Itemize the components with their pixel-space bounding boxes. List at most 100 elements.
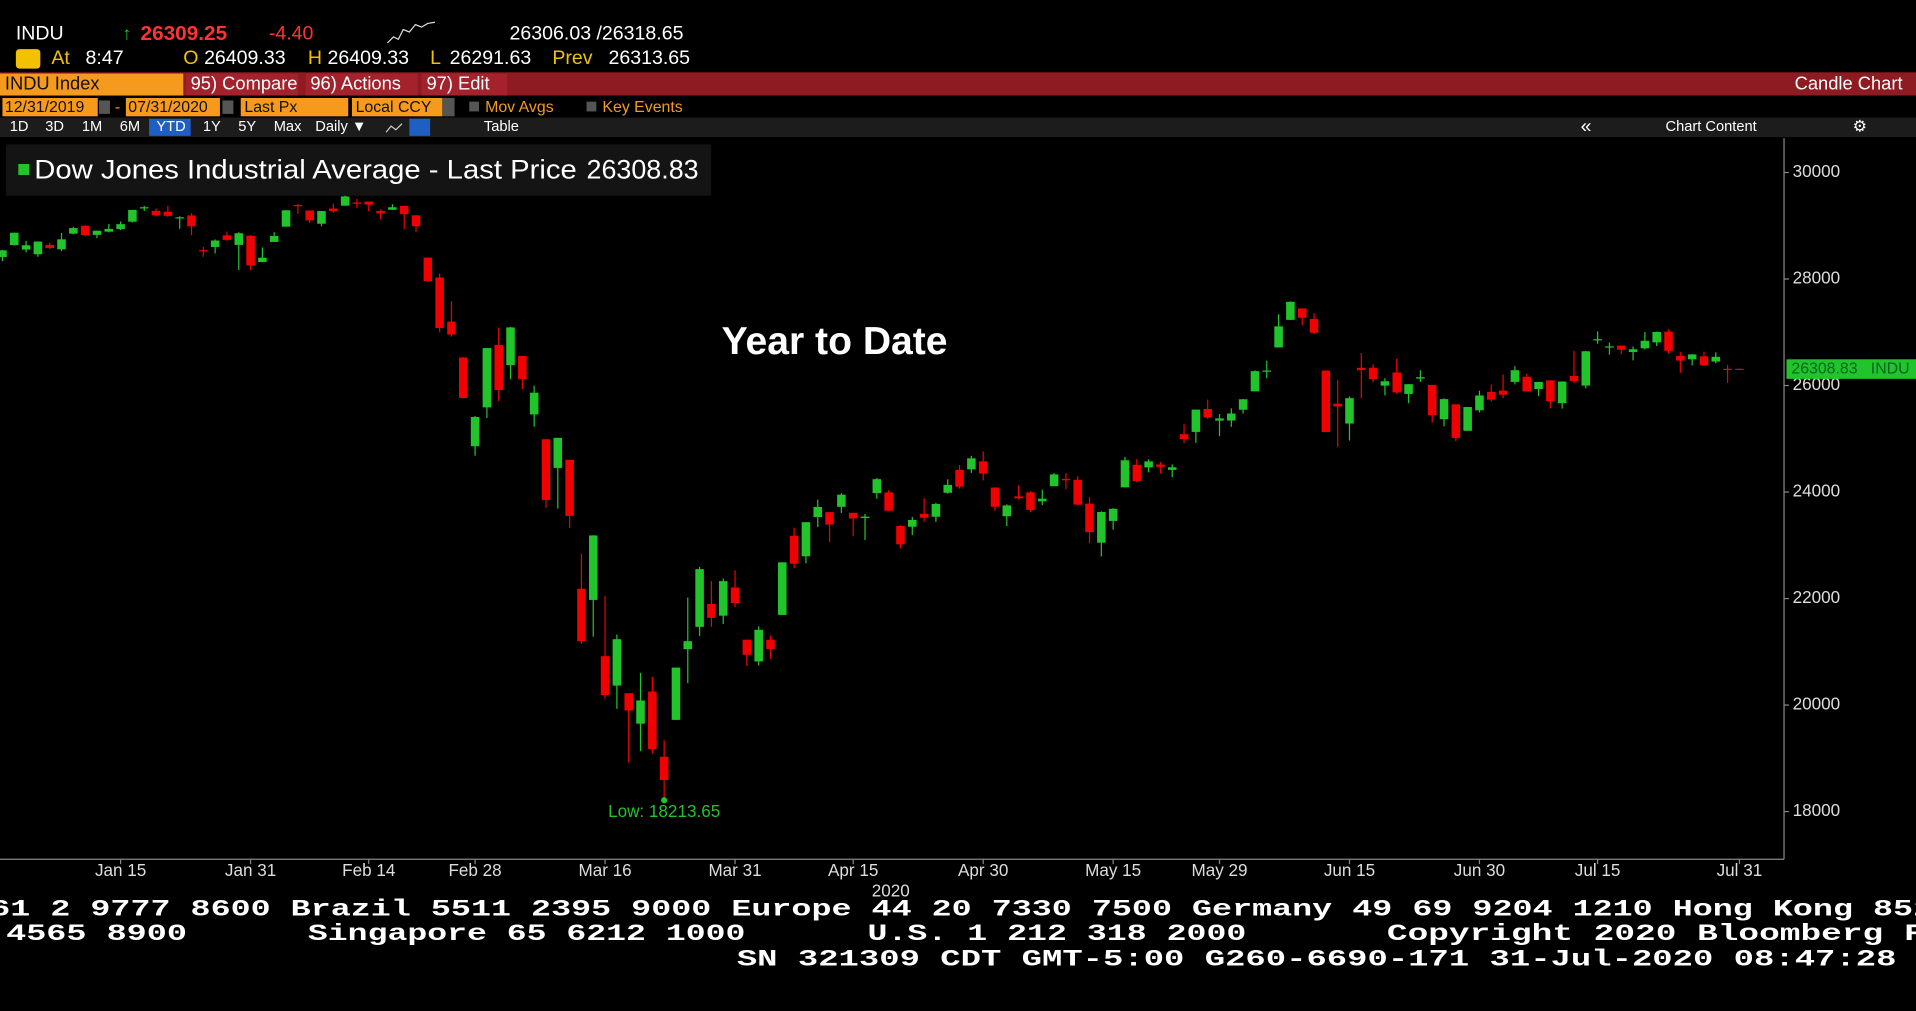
checkbox[interactable] [469,101,479,112]
x-tick-label: May 29 [1191,861,1247,880]
candle-body [1699,356,1709,366]
collapse-icon[interactable]: « [1581,115,1592,137]
toolbar-button[interactable] [421,73,508,96]
clock-icon [15,49,41,69]
candle-body [281,210,291,227]
candle-body [1227,413,1236,421]
toolbar-button-label[interactable]: 97) Edit [426,72,489,93]
frequency[interactable]: Daily ▼ [315,119,366,135]
candle-body [482,348,492,408]
table-button[interactable]: Table [484,119,519,135]
candle-body [506,327,515,366]
dropdown-arrow[interactable] [442,97,455,117]
candle-body [222,235,232,240]
line-icon[interactable] [385,123,403,133]
period-button[interactable]: 1M [82,119,102,135]
candle-body [1723,368,1732,370]
candle-body [210,240,220,247]
candle-body [116,224,125,229]
x-tick-label: Mar 31 [708,861,761,880]
candle-body [1049,474,1059,487]
period-button[interactable]: Max [274,119,302,135]
candle-body [612,639,622,686]
candle-body [718,581,728,616]
candle-body [707,603,716,618]
candle-body [955,469,964,487]
candle-body [1616,345,1626,350]
checkbox[interactable] [586,101,597,112]
candle-body [742,639,752,655]
candle-body [1215,418,1224,421]
period-button[interactable]: 3D [45,119,64,135]
end-date[interactable]: 07/31/2020 [128,99,208,116]
candle-body [978,461,988,474]
period-button[interactable]: YTD [156,119,185,135]
toolbar-button-label[interactable]: 96) Actions [310,72,401,93]
candle-body [364,201,374,205]
candle-body [518,356,527,380]
chart-type: Candle Chart [1795,72,1903,93]
candle-body [269,236,279,242]
period-button[interactable]: 6M [120,119,140,135]
y-tick-label: 20000 [1793,695,1841,714]
settings-icon[interactable]: ⚙ [1853,118,1867,135]
footer-line: 61 2 9777 8600 Brazil 5511 2395 9000 Eur… [0,896,1916,922]
candle-body [329,208,338,212]
period-button[interactable]: 1D [10,119,29,135]
candle-body [1120,460,1130,488]
candle-body [234,233,244,245]
toolbar-button[interactable] [305,73,418,96]
candle-body [648,691,657,750]
x-tick-label: Feb 14 [342,861,395,880]
sparkline [386,21,436,44]
toolbar-button[interactable] [185,73,299,96]
candle-body [470,417,480,447]
calendar-icon[interactable] [98,100,110,114]
x-tick-label: Jul 15 [1575,861,1621,880]
candle-body [1368,367,1378,380]
candle-body [1380,381,1390,386]
x-tick-label: Jun 30 [1454,861,1505,880]
end-field[interactable] [125,97,220,117]
currency[interactable]: Local CCY [356,99,432,116]
chart-content[interactable]: Chart Content [1666,119,1757,135]
period-button[interactable]: 5Y [238,119,256,135]
candle-body [778,562,787,615]
x-tick-label: Jan 31 [225,861,276,880]
currency-select[interactable] [351,97,443,117]
candle-body [1167,467,1177,470]
candle-body [1475,395,1484,411]
candle-body [9,232,19,246]
period-button[interactable]: 1Y [203,119,221,135]
security[interactable]: INDU Index [5,72,100,93]
calendar-icon[interactable] [222,100,234,114]
candle-body [447,321,456,335]
candle-body [671,667,681,720]
open-label: O [183,47,198,69]
candle-body [435,277,444,328]
candle-body [1179,434,1189,440]
start-field[interactable] [2,97,98,117]
high-label: H [308,47,322,69]
key-events[interactable]: Key Events [602,99,682,116]
period-selected [149,118,191,136]
chart-style-icon[interactable] [409,118,431,136]
footer-line: Copyright 2020 Bloomberg F [1387,921,1916,947]
candle-body [376,210,385,214]
candle-body [175,217,184,219]
candle-body [69,228,78,234]
candle-body [352,202,362,204]
toolbar-button-label[interactable]: 95) Compare [191,72,298,93]
candle-body [1061,478,1071,481]
candle-body [340,196,350,206]
last-price: 26309.25 [141,22,228,45]
candle-body [884,492,893,511]
candle-body [1522,376,1532,392]
field[interactable]: Last Px [244,99,297,116]
candle-body [1014,496,1023,499]
x-tick-label: May 15 [1085,861,1141,880]
field-select[interactable] [240,97,349,117]
mov-avgs[interactable]: Mov Avgs [485,99,554,116]
start-date[interactable]: 12/31/2019 [5,99,85,116]
security-field[interactable] [0,73,184,96]
